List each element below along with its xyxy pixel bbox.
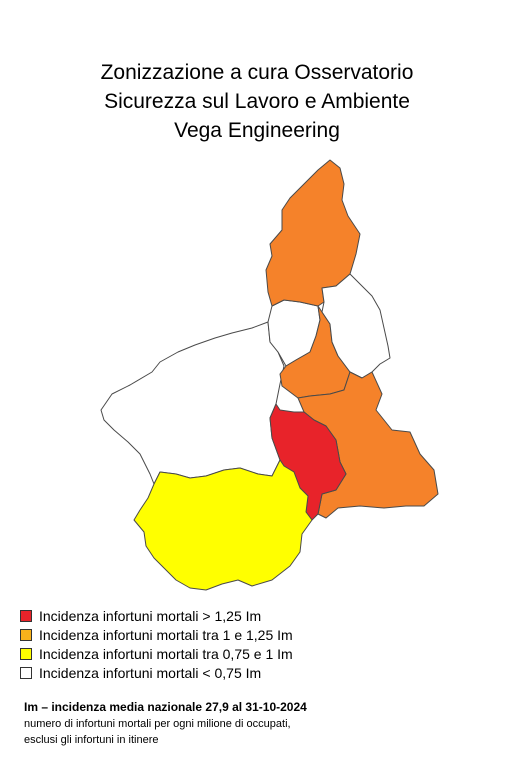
legend-swatch [20,666,32,679]
legend-swatch [20,647,32,660]
legend-label: Incidenza infortuni mortali > 1,25 Im [39,607,262,624]
legend-swatch [20,609,32,622]
map-legend: Incidenza infortuni mortali > 1,25 Im In… [20,606,293,682]
region-novara [321,273,391,379]
legend-label: Incidenza infortuni mortali < 0,75 Im [39,664,262,681]
region-cuneo [133,459,313,591]
title-line-3: Vega Engineering [174,119,340,142]
legend-item: Incidenza infortuni mortali > 1,25 Im [20,606,293,625]
notes: Im – incidenza media nazionale 27,9 al 3… [24,700,307,748]
title-line-2: Sicurezza sul Lavoro e Ambiente [104,90,410,113]
legend-item: Incidenza infortuni mortali tra 0,75 e 1… [20,644,293,663]
region-torino [100,321,285,485]
legend-label: Incidenza infortuni mortali tra 0,75 e 1… [39,645,293,662]
notes-line-2: esclusi gli infortuni in itinere [24,734,159,746]
legend-item: Incidenza infortuni mortali < 0,75 Im [20,663,293,682]
piemonte-map [100,159,439,591]
notes-line-1: numero di infortuni mortali per ogni mil… [24,718,291,730]
legend-label: Incidenza infortuni mortali tra 1 e 1,25… [39,626,293,643]
title-line-1: Zonizzazione a cura Osservatorio [100,61,414,84]
legend-item: Incidenza infortuni mortali tra 1 e 1,25… [20,625,293,644]
notes-heading: Im – incidenza media nazionale 27,9 al 3… [24,700,307,714]
map-title: Zonizzazione a cura Osservatorio Sicurez… [0,58,514,145]
legend-swatch [20,628,32,641]
